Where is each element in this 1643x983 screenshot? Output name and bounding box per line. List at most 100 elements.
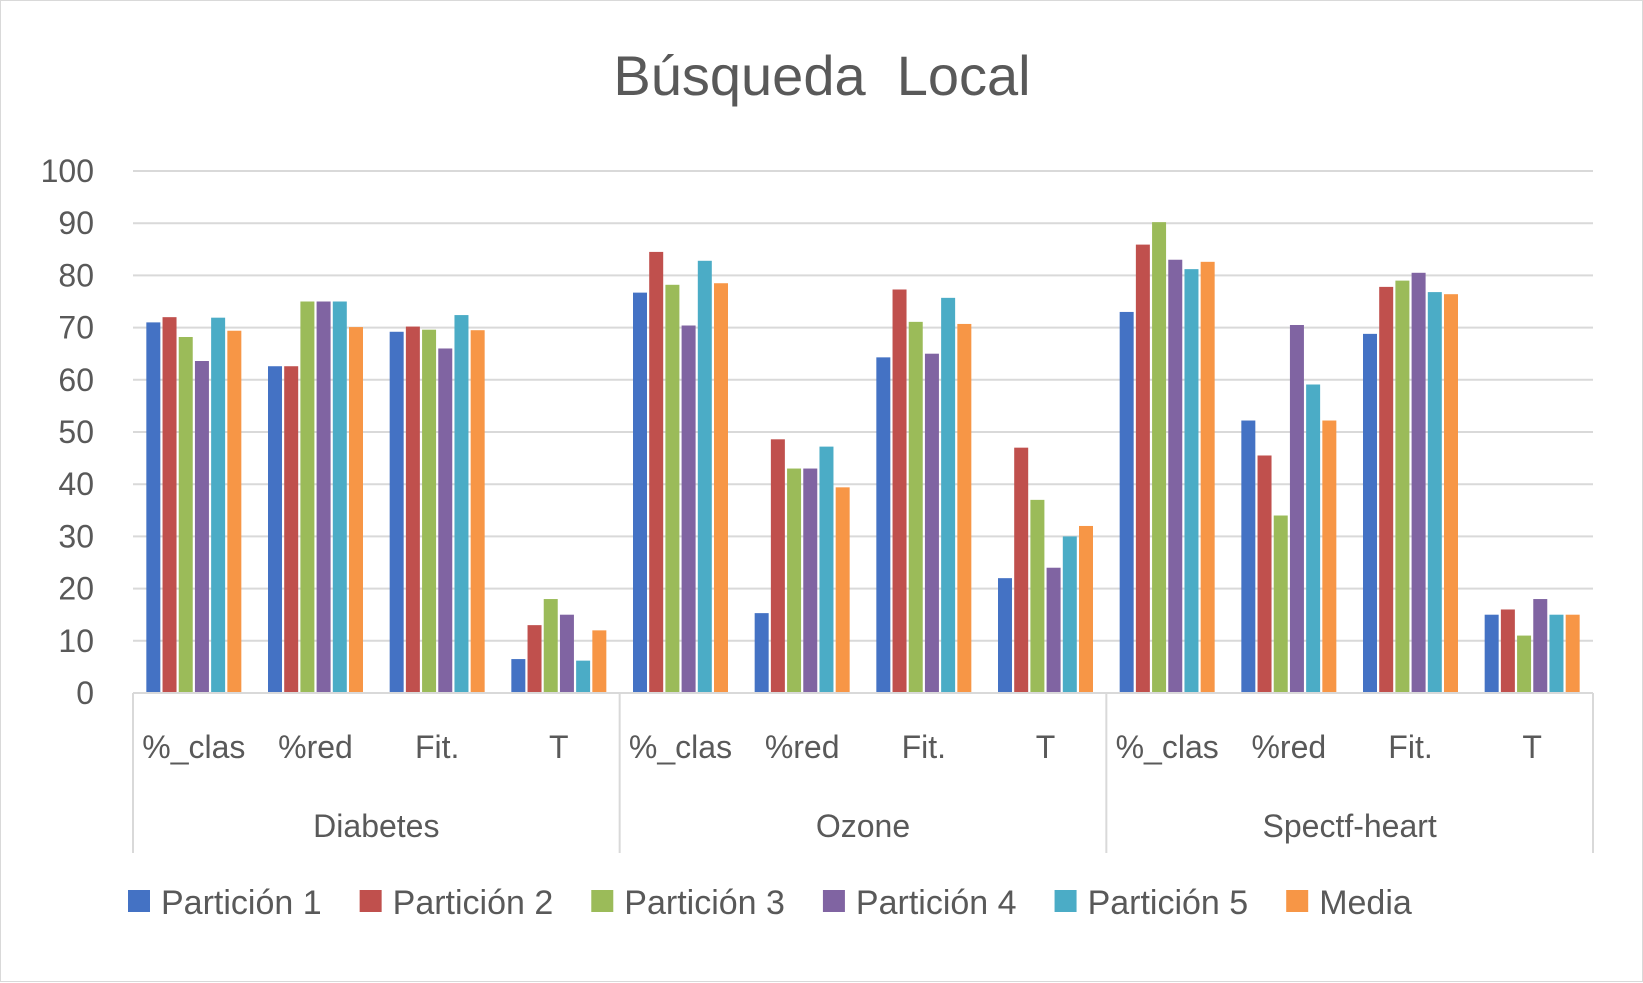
bar — [665, 284, 680, 693]
bar — [227, 330, 242, 693]
bar — [470, 330, 485, 693]
bar — [892, 289, 907, 693]
bar — [633, 292, 647, 693]
bar — [1363, 333, 1377, 693]
x-tick-label: %_clas — [142, 729, 245, 765]
bar — [592, 630, 607, 693]
y-tick-label: 30 — [58, 518, 94, 554]
legend-swatch — [822, 890, 845, 912]
bar — [754, 613, 769, 693]
bar — [1395, 280, 1410, 693]
bar — [1289, 324, 1304, 693]
legend-item: Partición 1 — [128, 884, 322, 922]
y-tick-label: 10 — [58, 623, 94, 659]
bar — [1014, 447, 1029, 693]
bar — [1030, 499, 1045, 693]
legend-item: Partición 2 — [359, 884, 554, 922]
bar — [422, 329, 437, 693]
bar — [681, 325, 696, 693]
bar — [924, 353, 939, 693]
x-tick-label: Fit. — [1388, 729, 1432, 765]
x-tick-label: Fit. — [902, 729, 946, 765]
bar — [1152, 222, 1167, 693]
legend-label: Partición 2 — [393, 884, 554, 922]
x-axis-category-labels: %_clas %red Fit. T %_clas %red Fit. T %_clas %red… — [142, 729, 1542, 765]
x-tick-label: T — [549, 729, 569, 765]
bar — [146, 322, 161, 693]
bar — [389, 331, 404, 693]
bar — [957, 323, 972, 693]
x-group-label: Diabetes — [313, 808, 439, 844]
y-tick-label: 20 — [58, 571, 94, 607]
legend-item: Partición 5 — [1054, 884, 1249, 922]
bar — [405, 326, 420, 693]
bar — [1427, 292, 1442, 693]
bar — [1484, 614, 1499, 693]
bar — [998, 578, 1012, 693]
chart-title: Búsqueda Local — [613, 44, 1030, 107]
bar — [332, 301, 347, 693]
bar — [559, 614, 574, 693]
legend-item: Partición 3 — [591, 884, 785, 922]
legend-item: Media — [1286, 884, 1412, 922]
bar — [284, 366, 299, 693]
bar — [349, 327, 363, 693]
bar — [576, 660, 591, 693]
bar — [1533, 599, 1548, 693]
y-tick-label: 0 — [76, 675, 94, 711]
bar — [1135, 244, 1150, 694]
legend-label: Partición 5 — [1088, 884, 1249, 922]
bar — [162, 317, 177, 693]
y-tick-label: 60 — [58, 362, 94, 398]
y-tick-label: 100 — [41, 153, 94, 189]
x-tick-label: %red — [765, 729, 840, 765]
bar — [1062, 536, 1077, 693]
bar — [714, 283, 728, 693]
x-tick-label: %_clas — [629, 729, 732, 765]
x-group-label: Spectf-heart — [1263, 808, 1437, 844]
bar — [194, 361, 209, 693]
x-tick-label: Fit. — [415, 729, 459, 765]
y-tick-label: 90 — [58, 205, 94, 241]
bar — [803, 468, 818, 693]
legend-swatch — [128, 890, 150, 912]
bar — [438, 348, 453, 693]
bar — [1549, 614, 1564, 693]
bar — [1322, 420, 1337, 693]
bar — [300, 301, 315, 693]
legend: Partición 1 Partición 2 Partición 3 Partici… — [128, 884, 1412, 922]
bar — [316, 301, 331, 693]
bar — [1200, 261, 1215, 693]
y-tick-label: 40 — [58, 466, 94, 502]
bar — [941, 297, 956, 693]
bar — [1079, 525, 1093, 693]
bar — [876, 357, 891, 693]
bar — [819, 446, 834, 693]
x-tick-label: T — [1522, 729, 1542, 765]
y-tick-label: 50 — [58, 414, 94, 450]
bar — [527, 625, 542, 693]
bar — [787, 468, 802, 693]
bar — [1306, 384, 1321, 693]
y-tick-label: 80 — [58, 257, 94, 293]
bars — [146, 222, 1580, 694]
legend-swatch — [1054, 890, 1077, 912]
legend-label: Partición 1 — [161, 884, 322, 922]
legend-label: Partición 3 — [624, 884, 785, 922]
bar — [1184, 269, 1199, 693]
bar — [454, 315, 469, 693]
bar — [1517, 635, 1532, 693]
legend-label: Partición 4 — [856, 884, 1017, 922]
bar — [1273, 515, 1288, 693]
y-tick-label: 70 — [58, 310, 94, 346]
bar — [1500, 609, 1515, 693]
legend-swatch — [1286, 890, 1309, 912]
x-tick-label: %_clas — [1116, 729, 1219, 765]
bar — [1565, 614, 1580, 693]
bar — [770, 439, 785, 693]
bar — [697, 260, 712, 693]
x-tick-label: %red — [278, 729, 353, 765]
legend-swatch — [359, 890, 382, 912]
